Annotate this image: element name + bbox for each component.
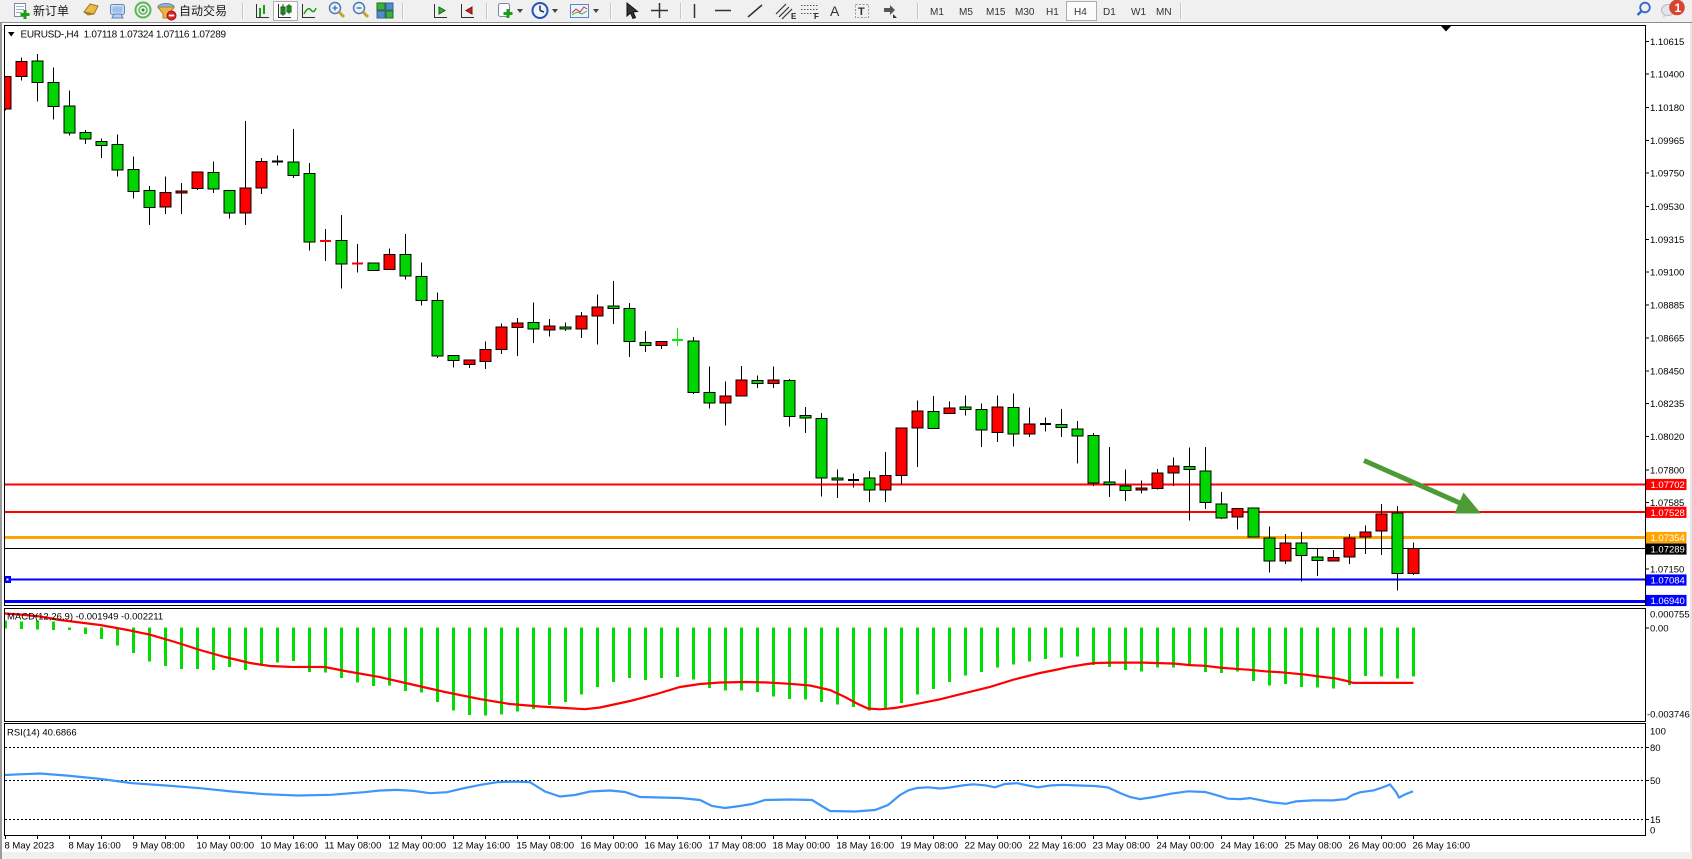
svg-text:1.07354: 1.07354 — [1651, 533, 1685, 544]
svg-text:新订单: 新订单 — [33, 3, 69, 18]
svg-text:1.09315: 1.09315 — [1650, 235, 1684, 246]
svg-text:H1: H1 — [1046, 7, 1059, 18]
svg-text:1.07289: 1.07289 — [1651, 545, 1685, 556]
svg-text:1.09750: 1.09750 — [1650, 169, 1684, 180]
svg-text:1.08450: 1.08450 — [1650, 366, 1684, 377]
svg-text:0.00: 0.00 — [1650, 624, 1669, 635]
svg-text:22 May 16:00: 22 May 16:00 — [1029, 841, 1087, 852]
svg-text:1.07528: 1.07528 — [1651, 508, 1685, 519]
svg-text:26 May 00:00: 26 May 00:00 — [1349, 841, 1407, 852]
svg-text:1.06940: 1.06940 — [1651, 596, 1685, 607]
svg-text:8 May 16:00: 8 May 16:00 — [69, 841, 121, 852]
svg-text:18 May 00:00: 18 May 00:00 — [773, 841, 831, 852]
svg-text:M1: M1 — [930, 7, 944, 18]
svg-text:0: 0 — [1650, 826, 1655, 837]
svg-text:80: 80 — [1650, 743, 1661, 754]
svg-text:12 May 00:00: 12 May 00:00 — [389, 841, 447, 852]
svg-text:16 May 16:00: 16 May 16:00 — [645, 841, 703, 852]
svg-text:1.08885: 1.08885 — [1650, 300, 1684, 311]
svg-text:17 May 08:00: 17 May 08:00 — [709, 841, 767, 852]
svg-text:H4: H4 — [1074, 7, 1087, 18]
svg-text:15 May 08:00: 15 May 08:00 — [517, 841, 575, 852]
svg-text:50: 50 — [1650, 776, 1661, 787]
svg-text:1.07084: 1.07084 — [1651, 576, 1685, 587]
svg-text:8 May 2023: 8 May 2023 — [5, 841, 55, 852]
svg-text:M15: M15 — [986, 7, 1006, 18]
svg-text:12 May 16:00: 12 May 16:00 — [453, 841, 511, 852]
svg-text:22 May 00:00: 22 May 00:00 — [965, 841, 1023, 852]
svg-text:T: T — [858, 6, 865, 18]
svg-text:A: A — [830, 3, 840, 19]
svg-text:MN: MN — [1156, 7, 1172, 18]
svg-text:1.07150: 1.07150 — [1650, 564, 1684, 575]
svg-text:24 May 16:00: 24 May 16:00 — [1221, 841, 1279, 852]
svg-text:16 May 00:00: 16 May 00:00 — [581, 841, 639, 852]
svg-text:1.10615: 1.10615 — [1650, 37, 1684, 48]
svg-text:18 May 16:00: 18 May 16:00 — [837, 841, 895, 852]
svg-text:1.07585: 1.07585 — [1650, 498, 1684, 509]
svg-text:MACD(12,26,9) -0.001949 -0.002: MACD(12,26,9) -0.001949 -0.002211 — [7, 612, 163, 623]
svg-text:自动交易: 自动交易 — [179, 3, 227, 18]
svg-text:F: F — [814, 12, 819, 21]
svg-text:1: 1 — [1675, 1, 1682, 15]
svg-text:10 May 00:00: 10 May 00:00 — [197, 841, 255, 852]
svg-text:-0.003746: -0.003746 — [1647, 710, 1690, 721]
svg-text:1.09530: 1.09530 — [1650, 202, 1684, 213]
svg-text:M30: M30 — [1015, 7, 1035, 18]
svg-text:15: 15 — [1650, 815, 1661, 826]
svg-text:1.09965: 1.09965 — [1650, 136, 1684, 147]
svg-text:1.07800: 1.07800 — [1650, 465, 1684, 476]
svg-text:D1: D1 — [1103, 7, 1116, 18]
svg-text:1.08665: 1.08665 — [1650, 334, 1684, 345]
svg-text:26 May 16:00: 26 May 16:00 — [1413, 841, 1471, 852]
svg-text:M5: M5 — [959, 7, 973, 18]
svg-text:1.09100: 1.09100 — [1650, 268, 1684, 279]
svg-text:0.000755: 0.000755 — [1650, 610, 1690, 621]
svg-text:1.07702: 1.07702 — [1651, 480, 1685, 491]
svg-text:9 May 08:00: 9 May 08:00 — [133, 841, 185, 852]
svg-text:1.08020: 1.08020 — [1650, 432, 1684, 443]
svg-text:23 May 08:00: 23 May 08:00 — [1093, 841, 1151, 852]
svg-text:24 May 00:00: 24 May 00:00 — [1157, 841, 1215, 852]
svg-text:W1: W1 — [1131, 7, 1146, 18]
svg-text:EURUSD-,H4 1.07118 1.07324 1.: EURUSD-,H4 1.07118 1.07324 1.07116 1.072… — [21, 30, 227, 41]
svg-text:RSI(14) 40.6866: RSI(14) 40.6866 — [7, 728, 77, 739]
svg-text:1.10400: 1.10400 — [1650, 70, 1684, 81]
svg-text:100: 100 — [1650, 727, 1666, 738]
svg-text:1.10180: 1.10180 — [1650, 103, 1684, 114]
svg-text:E: E — [791, 12, 797, 21]
svg-text:25 May 08:00: 25 May 08:00 — [1285, 841, 1343, 852]
svg-text:11 May 08:00: 11 May 08:00 — [325, 841, 382, 852]
svg-text:10 May 16:00: 10 May 16:00 — [261, 841, 319, 852]
svg-text:1.08235: 1.08235 — [1650, 399, 1684, 410]
svg-text:19 May 08:00: 19 May 08:00 — [901, 841, 959, 852]
